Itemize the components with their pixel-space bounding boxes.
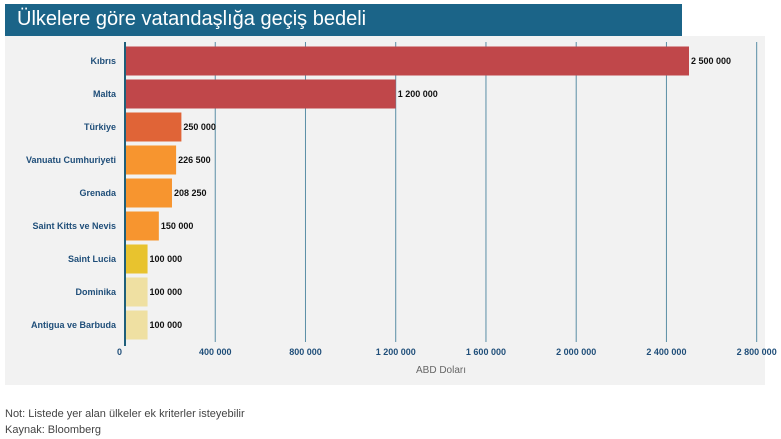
value-label: 100 000 [150,320,183,330]
bar [125,145,177,175]
value-label: 2 500 000 [691,56,731,66]
bar [125,277,148,307]
footnote: Not: Listede yer alan ülkeler ek kriterl… [5,408,245,420]
source-note: Kaynak: Bloomberg [5,424,101,436]
bar [125,112,182,142]
value-label: 208 250 [174,188,207,198]
value-label: 150 000 [161,221,194,231]
category-label: Saint Lucia [68,254,117,264]
bar [125,178,172,208]
category-label: Saint Kitts ve Nevis [32,221,116,231]
x-tick-label: 0 [117,347,122,357]
value-label: 226 500 [178,155,211,165]
title-bar: Ülkelere göre vatandaşlığa geçiş bedeli [5,4,682,36]
bar [125,244,148,274]
value-label: 100 000 [150,254,183,264]
x-tick-label: 800 000 [289,347,322,357]
category-label: Vanuatu Cumhuriyeti [26,155,116,165]
bar [125,46,689,76]
value-label: 250 000 [183,122,216,132]
category-label: Kıbrıs [90,56,116,66]
category-label: Dominika [75,287,117,297]
x-tick-label: 400 000 [199,347,232,357]
x-tick-label: 2 000 000 [556,347,596,357]
value-label: 1 200 000 [398,89,438,99]
x-tick-label: 2 800 000 [737,347,777,357]
bar [125,211,159,241]
bar [125,310,148,340]
category-label: Antigua ve Barbuda [31,320,117,330]
chart-title: Ülkelere göre vatandaşlığa geçiş bedeli [17,8,367,30]
category-label: Türkiye [84,122,116,132]
x-tick-label: 1 200 000 [376,347,416,357]
value-label: 100 000 [150,287,183,297]
category-label: Grenada [79,188,117,198]
category-label: Malta [93,89,117,99]
x-axis-label: ABD Doları [416,365,466,376]
bar [125,79,396,109]
x-tick-label: 2 400 000 [646,347,686,357]
x-tick-label: 1 600 000 [466,347,506,357]
